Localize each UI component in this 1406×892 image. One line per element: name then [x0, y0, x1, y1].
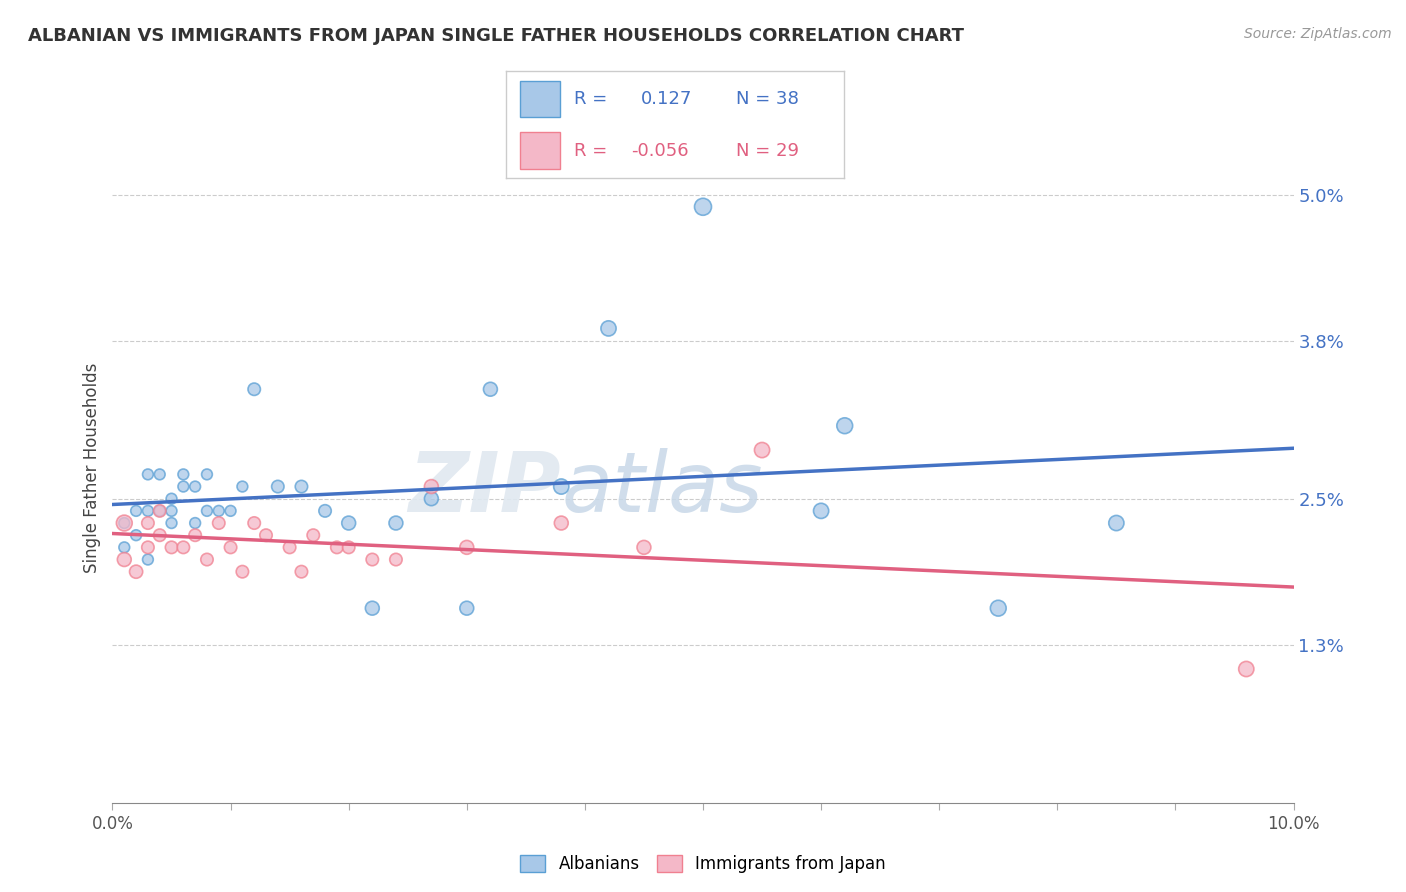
Point — [987, 601, 1010, 615]
Text: R =: R = — [574, 142, 607, 160]
Point — [267, 479, 290, 493]
Point — [149, 504, 172, 518]
Point — [172, 541, 194, 555]
Text: ALBANIAN VS IMMIGRANTS FROM JAPAN SINGLE FATHER HOUSEHOLDS CORRELATION CHART: ALBANIAN VS IMMIGRANTS FROM JAPAN SINGLE… — [28, 27, 965, 45]
Point — [136, 516, 159, 530]
Y-axis label: Single Father Households: Single Father Households — [83, 363, 101, 574]
Point — [112, 552, 135, 566]
Point — [810, 504, 832, 518]
Point — [243, 516, 266, 530]
Point — [550, 516, 572, 530]
Text: R =: R = — [574, 90, 607, 108]
Bar — [520, 81, 560, 118]
Point — [219, 541, 242, 555]
Point — [195, 552, 218, 566]
Point — [149, 528, 172, 542]
Point — [208, 504, 231, 518]
Point — [184, 528, 207, 542]
Point — [420, 491, 443, 506]
Point — [136, 541, 159, 555]
Point — [550, 479, 572, 493]
Text: atlas: atlas — [561, 448, 763, 529]
Point — [290, 565, 312, 579]
Bar — [520, 132, 560, 169]
Point — [326, 541, 349, 555]
Point — [1234, 662, 1257, 676]
Text: ZIP: ZIP — [409, 448, 561, 529]
Point — [598, 321, 620, 335]
Point — [337, 541, 360, 555]
Point — [136, 552, 159, 566]
Point — [290, 479, 312, 493]
Point — [160, 541, 183, 555]
Point — [160, 504, 183, 518]
Point — [125, 504, 148, 518]
Point — [385, 516, 408, 530]
Text: 0.127: 0.127 — [641, 90, 693, 108]
Point — [456, 541, 478, 555]
Point — [361, 552, 384, 566]
Point — [692, 200, 714, 214]
Point — [361, 601, 384, 615]
Text: Source: ZipAtlas.com: Source: ZipAtlas.com — [1244, 27, 1392, 41]
Text: N = 29: N = 29 — [735, 142, 799, 160]
Point — [149, 504, 172, 518]
Point — [219, 504, 242, 518]
Point — [195, 504, 218, 518]
Point — [278, 541, 301, 555]
Point — [231, 565, 253, 579]
Point — [184, 479, 207, 493]
Point — [231, 479, 253, 493]
Point — [112, 516, 135, 530]
Point — [125, 565, 148, 579]
Point — [751, 443, 773, 458]
Legend: Albanians, Immigrants from Japan: Albanians, Immigrants from Japan — [512, 847, 894, 881]
Point — [243, 382, 266, 396]
Point — [633, 541, 655, 555]
Point — [136, 467, 159, 482]
Point — [112, 516, 135, 530]
Point — [479, 382, 502, 396]
Text: -0.056: -0.056 — [631, 142, 689, 160]
Text: N = 38: N = 38 — [735, 90, 799, 108]
Point — [160, 491, 183, 506]
Point — [208, 516, 231, 530]
Point — [125, 528, 148, 542]
Point — [160, 516, 183, 530]
Point — [420, 479, 443, 493]
Point — [149, 467, 172, 482]
Point — [254, 528, 277, 542]
Point — [195, 467, 218, 482]
Point — [314, 504, 336, 518]
Point — [184, 516, 207, 530]
Point — [172, 467, 194, 482]
Point — [172, 479, 194, 493]
Point — [136, 504, 159, 518]
Point — [112, 541, 135, 555]
Point — [385, 552, 408, 566]
Point — [456, 601, 478, 615]
Point — [834, 418, 856, 433]
Point — [337, 516, 360, 530]
Point — [1105, 516, 1128, 530]
Point — [302, 528, 325, 542]
